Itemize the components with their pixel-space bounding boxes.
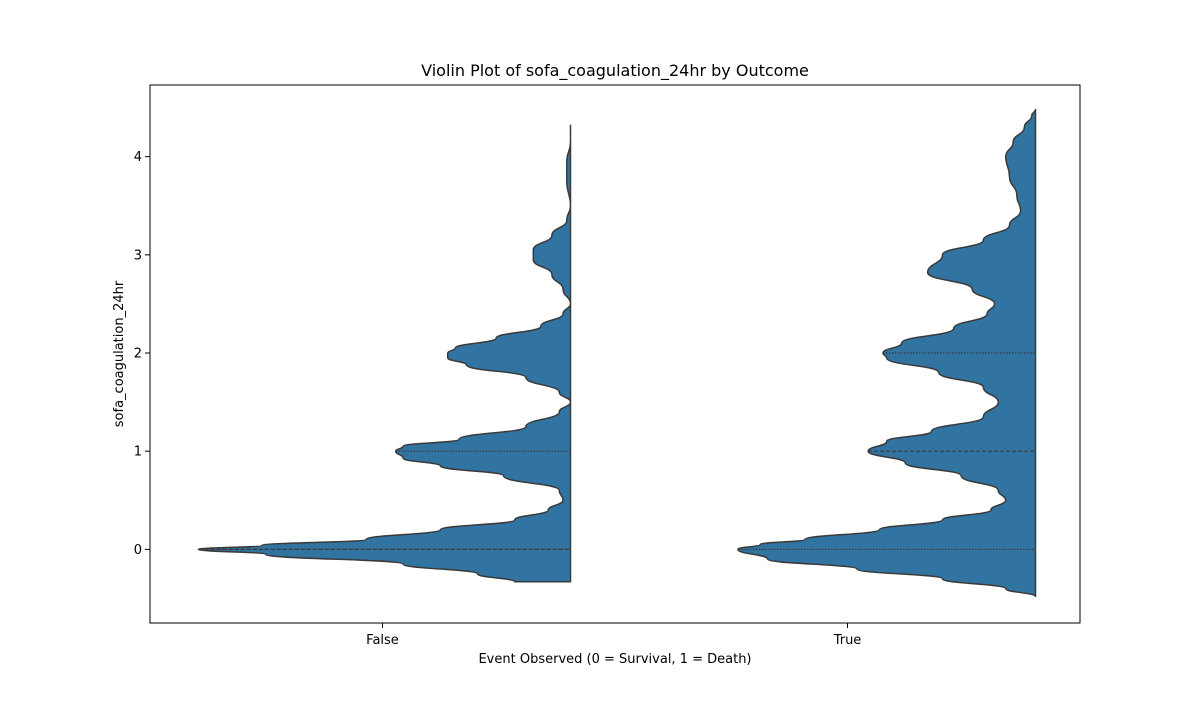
chart-title: Violin Plot of sofa_coagulation_24hr by …	[421, 61, 809, 81]
plot-frame	[149, 84, 1081, 624]
y-tick-label: 3	[134, 248, 142, 263]
x-tick-label: True	[833, 633, 862, 648]
x-tick-label: False	[366, 633, 399, 648]
y-axis: 0 1 2 3 4	[134, 150, 150, 558]
violin-false	[197, 124, 572, 583]
x-axis-label: Event Observed (0 = Survival, 1 = Death)	[478, 652, 751, 667]
y-axis-label: sofa_coagulation_24hr	[112, 280, 127, 427]
y-tick-label: 1	[134, 445, 142, 460]
y-tick-label: 2	[134, 347, 142, 362]
violin-layer	[197, 108, 1037, 598]
y-tick-label: 0	[134, 543, 142, 558]
x-axis: False True	[366, 623, 861, 648]
y-tick-label: 4	[134, 150, 142, 165]
